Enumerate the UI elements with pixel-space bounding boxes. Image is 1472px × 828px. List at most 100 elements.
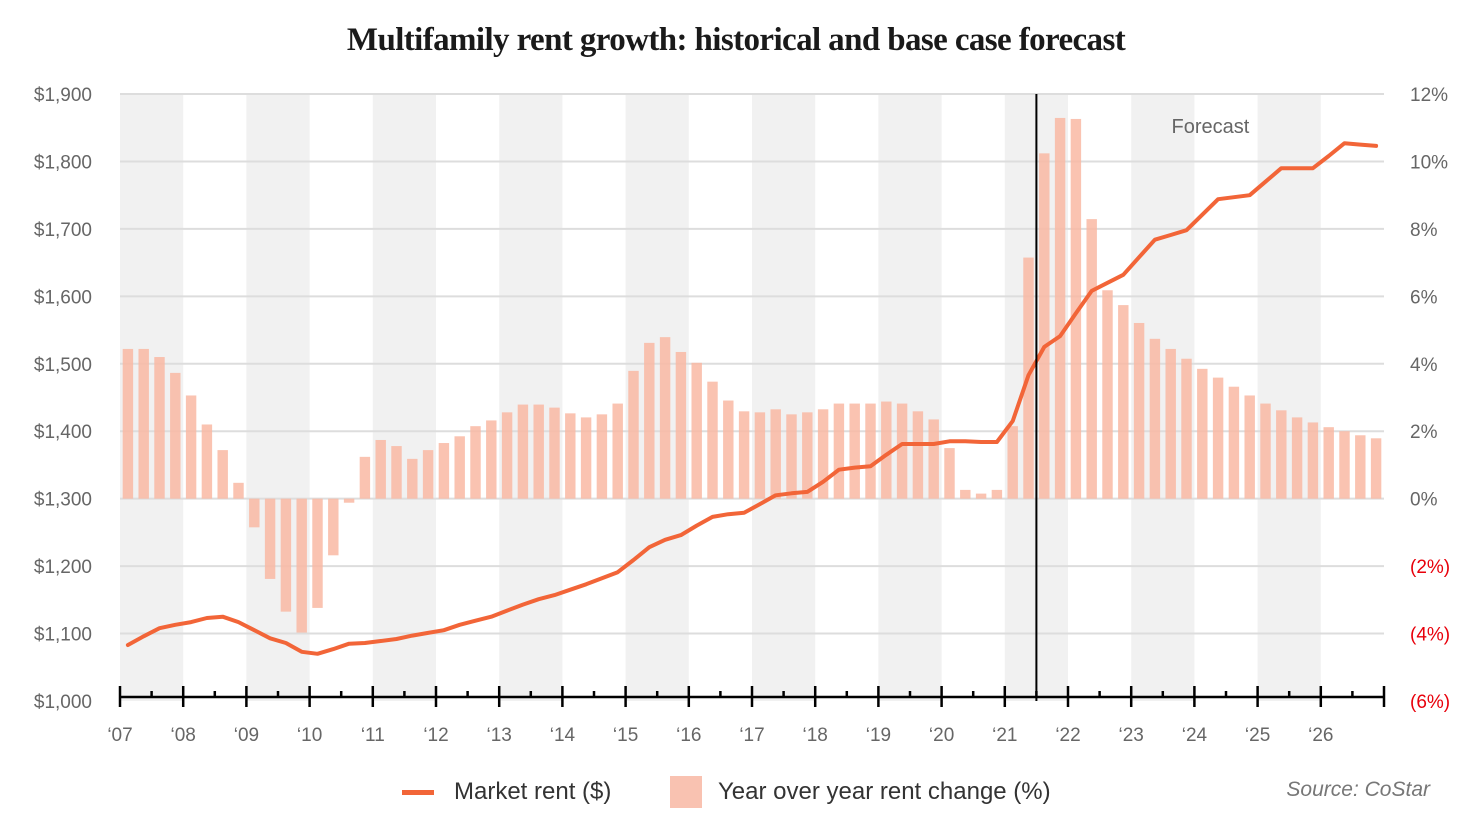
x-tick-label: ‘23 [1119,725,1144,746]
x-tick-label: ‘21 [992,725,1017,746]
yoy-bar [817,409,829,499]
x-tick-label: ‘16 [676,725,701,746]
yoy-bar [659,337,671,499]
left-tick-label: $1,300 [34,490,92,511]
x-tick-label: ‘09 [234,725,259,746]
yoy-bar [612,403,623,499]
yoy-bar [1054,117,1066,499]
yoy-bar [754,412,766,499]
left-tick-label: $1,000 [34,692,92,713]
x-tick-label: ‘10 [297,725,322,746]
yoy-bar [944,448,955,499]
legend-label-market-rent: Market rent ($) [454,778,612,805]
yoy-bar [1339,431,1350,499]
yoy-bar [580,417,592,499]
yoy-bar [1086,219,1097,499]
yoy-bar [1118,305,1129,499]
yoy-bar [975,493,987,499]
yoy-bar [628,370,639,499]
yoy-bar [343,498,355,503]
yoy-bar [723,400,734,499]
right-tick-label: 4% [1410,355,1438,376]
right-tick-label: (4%) [1410,625,1450,646]
x-tick-label: ‘14 [550,725,576,746]
legend-label-yoy-change: Year over year rent change (%) [718,778,1051,805]
yoy-bar [991,489,1003,499]
yoy-bar [422,450,434,499]
yoy-bar [280,498,292,612]
yoy-bar [470,426,481,499]
yoy-bar [549,407,560,499]
left-tick-label: $1,800 [34,152,92,173]
yoy-bar [375,439,386,499]
year-band [372,94,436,701]
yoy-bar [1181,358,1192,499]
yoy-bar [960,489,971,499]
yoy-bar [359,456,371,499]
yoy-bar [1244,395,1255,499]
chart-title: Multifamily rent growth: historical and … [346,22,1126,58]
right-tick-label: (2%) [1410,557,1450,578]
right-tick-label: 10% [1410,152,1448,173]
yoy-bar [122,348,134,499]
yoy-bar [407,458,418,499]
forecast-label: Forecast [1171,116,1249,138]
market-rent-series [125,141,1379,656]
yoy-bar [154,357,165,499]
left-axis-labels: $1,000 $1,100 $1,200 $1,300 $1,400 $1,500 $1,6… [34,85,92,713]
x-tick-label: ‘13 [487,725,512,746]
yoy-bar [707,381,718,499]
yoy-bar [438,443,450,499]
left-tick-label: $1,400 [34,422,92,443]
x-tick-label: ‘11 [361,725,385,746]
yoy-bar [1212,377,1224,499]
yoy-bar [454,436,465,499]
year-band [878,94,942,701]
yoy-bar [1291,417,1303,499]
x-tick-label: ‘18 [803,725,828,746]
yoy-bar [1323,427,1334,499]
yoy-bar [486,420,497,499]
x-tick-label: ‘12 [423,725,448,746]
yoy-bar [596,414,608,499]
yoy-bar [738,411,750,499]
left-tick-label: $1,200 [34,557,92,578]
x-tick-label: ‘08 [171,725,196,746]
yoy-bar [770,409,781,499]
right-tick-label: 2% [1410,422,1438,443]
yoy-bar [1102,290,1113,499]
right-tick-label: 0% [1410,490,1438,511]
yoy-bar [833,403,845,499]
yoy-bar [802,412,813,499]
yoy-bar [1355,435,1366,499]
yoy-bar [170,372,181,499]
x-tick-label: ‘25 [1245,725,1270,746]
left-tick-label: $1,500 [34,355,92,376]
x-tick-label: ‘22 [1055,725,1080,746]
yoy-bar [881,401,892,499]
yoy-bar [1070,118,1082,499]
yoy-bar [233,482,244,499]
line-swatch-icon [402,789,434,795]
right-tick-label: 6% [1410,287,1438,308]
left-tick-label: $1,900 [34,85,92,106]
left-tick-label: $1,600 [34,287,92,308]
market-rent-line [125,141,1379,656]
yoy-bar [264,498,276,579]
yoy-bar [391,446,402,499]
right-tick-label: (6%) [1410,692,1450,713]
x-tick-label: ‘20 [929,725,954,746]
x-tick-label: ‘24 [1182,725,1208,746]
yoy-bar [249,498,260,528]
yoy-bar [691,362,702,499]
left-tick-label: $1,100 [34,625,92,646]
yoy-bar [1165,348,1176,499]
yoy-bar [1149,338,1161,499]
x-axis-labels: ‘07 ‘08 ‘09 ‘10 ‘11 ‘12 ‘13 ‘14 ‘15 ‘16 ‘17 ‘18 ‘19 ‘… [107,725,1333,746]
x-tick-label: ‘07 [107,725,132,746]
yoy-bar [896,403,908,499]
yoy-bar [786,414,797,499]
yoy-bar [517,404,529,499]
source-note: Source: CoStar [1286,778,1430,801]
